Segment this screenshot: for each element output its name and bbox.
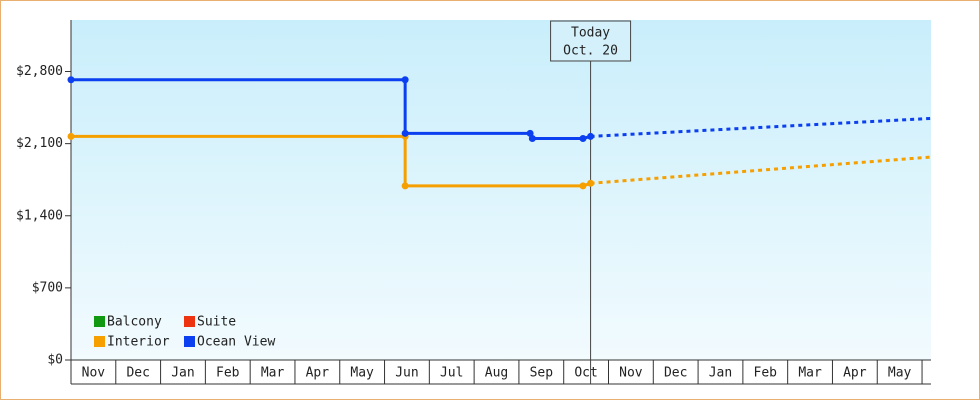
- x-tick-label: Jan: [171, 366, 194, 381]
- x-tick-label: Sep: [530, 366, 554, 381]
- legend-swatch: [94, 316, 105, 327]
- projection-line: [590, 116, 932, 138]
- price-point: [401, 76, 409, 84]
- price-point: [587, 179, 595, 187]
- x-tick-label: May: [888, 366, 912, 381]
- y-tick-label: $2,100: [16, 136, 63, 151]
- legend-label: Ocean View: [197, 335, 275, 350]
- price-point: [401, 182, 409, 190]
- y-tick-label: $0: [47, 353, 63, 368]
- legend-label: Interior: [107, 335, 170, 350]
- price-point: [67, 76, 75, 84]
- legend-swatch: [94, 336, 105, 347]
- x-tick-label: Dec: [126, 366, 149, 381]
- legend-label: Balcony: [107, 315, 162, 330]
- x-tick-label: Apr: [306, 366, 330, 381]
- legend-swatch: [184, 316, 195, 327]
- plot-area: [71, 20, 931, 360]
- x-tick-label: Mar: [798, 366, 822, 381]
- x-tick-label: Nov: [619, 366, 643, 381]
- y-tick-label: $700: [32, 280, 63, 295]
- x-tick-label: Nov: [82, 366, 106, 381]
- x-tick-label: Aug: [485, 366, 508, 381]
- x-tick-label: Feb: [216, 366, 240, 381]
- x-tick-label: Dec: [664, 366, 687, 381]
- x-tick-label: Feb: [754, 366, 778, 381]
- y-tick-label: $1,400: [16, 208, 63, 223]
- x-tick-label: May: [350, 366, 374, 381]
- today-label: Today: [571, 26, 610, 41]
- y-tick-label: $2,800: [16, 64, 63, 79]
- price-point: [579, 182, 587, 190]
- x-tick-label: Jul: [440, 366, 463, 381]
- today-label: Oct. 20: [563, 44, 618, 59]
- x-tick-label: Jun: [395, 366, 418, 381]
- today-box: [550, 20, 632, 62]
- legend-label: Suite: [197, 315, 236, 330]
- price-point: [401, 129, 409, 137]
- legend-swatch: [184, 336, 195, 347]
- price-point: [579, 134, 587, 142]
- x-tick-label: Jan: [709, 366, 732, 381]
- price-point: [587, 132, 595, 140]
- projection-line: [590, 155, 932, 185]
- x-tick-label: Mar: [261, 366, 285, 381]
- x-tick-label: Oct: [574, 366, 597, 381]
- price-point: [67, 132, 75, 140]
- price-point: [528, 134, 536, 142]
- x-tick-label: Apr: [843, 366, 867, 381]
